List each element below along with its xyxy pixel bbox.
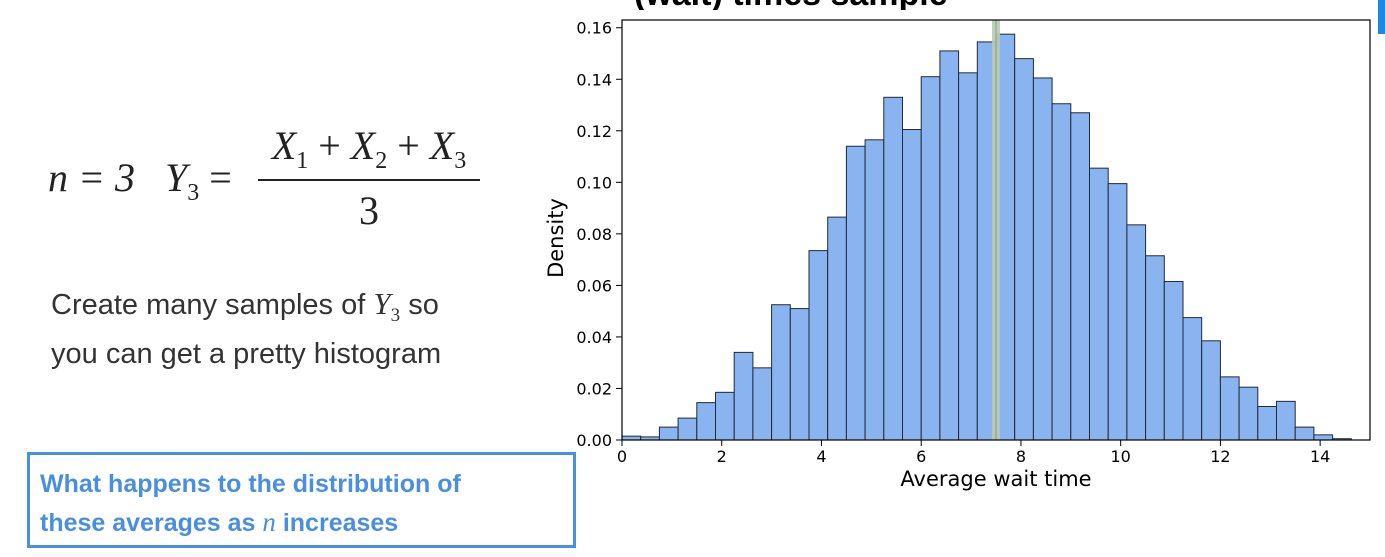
histogram-bar <box>1014 58 1034 441</box>
question-line-2-end: increases <box>282 509 399 537</box>
histogram-bar <box>845 145 866 441</box>
histogram-bar <box>752 367 773 441</box>
histogram-bar <box>733 351 754 441</box>
formula-var-y: Y <box>165 155 188 200</box>
y-tick-label: 0.14 <box>576 70 612 89</box>
histogram-bar <box>827 216 847 441</box>
histogram-bar <box>1182 317 1203 441</box>
slide-title-fragment: (wait) times sample <box>634 0 994 10</box>
histogram-bar <box>902 129 922 441</box>
x-tick-label: 4 <box>816 447 826 466</box>
histogram-bar <box>789 308 810 441</box>
formula-denominator: 3 <box>359 188 379 233</box>
histogram-bar <box>1163 281 1184 441</box>
histogram-bar <box>771 304 791 441</box>
x-tick-label: 8 <box>1016 447 1026 466</box>
x-tick-label: 2 <box>717 447 727 466</box>
x-tick-label: 0 <box>617 447 627 466</box>
histogram-bar <box>1032 77 1053 441</box>
x-axis-label: Average wait time <box>900 467 1091 491</box>
histogram-bar <box>677 417 698 441</box>
histogram-bar <box>1126 224 1147 441</box>
question-var-n: n <box>262 507 276 537</box>
histogram-bar <box>1294 426 1315 441</box>
histogram-bar <box>715 391 735 441</box>
y-axis-label: Density <box>544 198 568 278</box>
description-text-after: so <box>408 289 439 321</box>
question-line-2-start: these averages as <box>40 509 256 537</box>
histogram-bar <box>1257 406 1278 441</box>
histogram-bar <box>1276 400 1296 441</box>
histogram-bar <box>1070 112 1091 441</box>
histogram-bar <box>939 50 960 441</box>
n-equals-label: n = 3 <box>48 155 135 200</box>
top-right-accent-bar <box>1378 0 1385 34</box>
description-line-2: you can get a pretty histogram <box>51 338 442 371</box>
x-tick-label: 10 <box>1110 447 1130 466</box>
mean-line-layer <box>992 20 1000 440</box>
histogram-bar <box>1089 167 1109 441</box>
question-line-1: What happens to the distribution of <box>40 470 461 498</box>
mean-line-core <box>995 20 997 440</box>
histogram-bar <box>920 76 941 441</box>
histogram-bar <box>883 96 903 441</box>
formula-numerator: X1 + X2 + X3 <box>271 123 467 174</box>
histogram-bar <box>1313 434 1334 441</box>
y-tick-label: 0.02 <box>576 379 612 398</box>
histogram-bar <box>808 250 829 441</box>
histogram-bar <box>1238 386 1259 441</box>
histogram-bars <box>621 33 1352 441</box>
description-text-start: Create many samples of <box>51 289 366 321</box>
fraction-bar <box>258 179 480 181</box>
y-tick-label: 0.00 <box>576 431 612 450</box>
histogram-bar <box>1107 183 1128 441</box>
histogram-bar <box>1219 376 1240 441</box>
sample-description: Create many samples of Y3 so you can get… <box>51 284 521 374</box>
y-tick-label: 0.06 <box>576 276 612 295</box>
y-tick-label: 0.04 <box>576 328 612 347</box>
histogram-bar <box>864 139 885 441</box>
formula-lhs: n = 3 Y3 = <box>48 155 232 206</box>
description-var: Y <box>373 286 391 321</box>
histogram-bar <box>696 402 716 441</box>
x-tick-label: 14 <box>1310 447 1330 466</box>
x-tick-label: 12 <box>1210 447 1230 466</box>
formula-fraction: X1 + X2 + X3 3 <box>258 122 480 234</box>
y-tick-label: 0.12 <box>576 122 612 141</box>
y-tick-label: 0.16 <box>576 19 612 38</box>
description-var-sub: 3 <box>390 305 401 327</box>
histogram-bar <box>1145 255 1165 441</box>
y-tick-label: 0.10 <box>576 173 612 192</box>
histogram-bar <box>1051 103 1072 441</box>
histogram-bar <box>1201 340 1221 441</box>
chart-axes: 0 2 4 6 8 10 12 14 0.00 0.02 0.04 0.06 0.08 0.10 0.12 0… <box>576 19 1371 466</box>
y-tick-label: 0.08 <box>576 225 612 244</box>
x-tick-label: 6 <box>916 447 926 466</box>
formula-var-y-sub: 3 <box>187 180 200 206</box>
question-callout: What happens to the distribution of thes… <box>27 452 576 548</box>
histogram-bar <box>658 426 679 441</box>
histogram-bar <box>958 72 978 441</box>
average-formula: n = 3 Y3 = X1 + X2 + X3 3 <box>48 122 508 234</box>
plot-frame <box>621 19 1371 441</box>
